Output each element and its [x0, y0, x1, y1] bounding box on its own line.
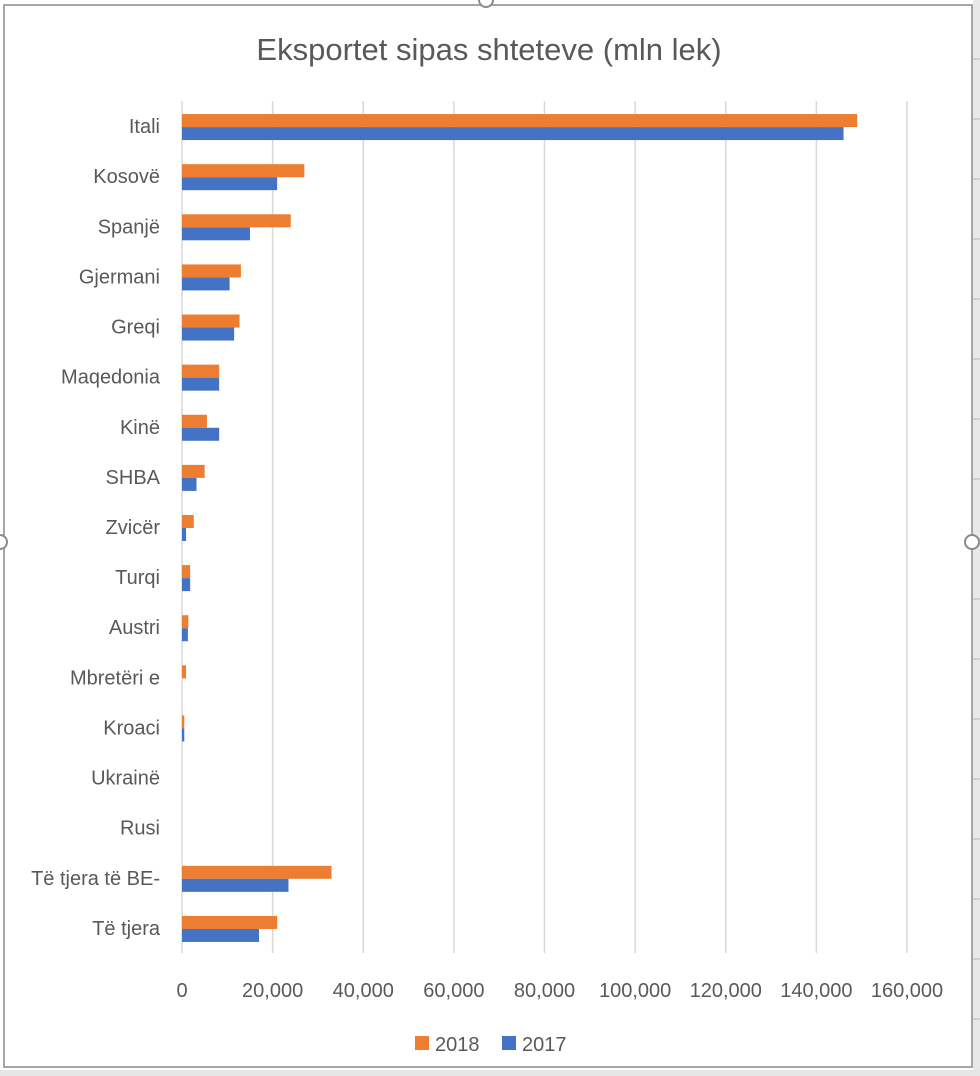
category-label: Kosovë [93, 166, 160, 188]
legend-swatch-2018 [415, 1036, 429, 1050]
bar-2017[interactable] [182, 878, 289, 892]
x-tick-label: 100,000 [599, 980, 671, 1002]
x-tick-label: 20,000 [242, 980, 303, 1002]
x-tick-label: 40,000 [333, 980, 394, 1002]
category-labels: Itali Kosovë Spanjë Gjermani Greqi Maqedonia K… [31, 116, 161, 940]
chart-area[interactable]: Eksportet sipas shteteve (mln lek) Itali… [3, 4, 973, 1068]
category-label: Rusi [120, 818, 160, 840]
bar-2017[interactable] [182, 227, 250, 241]
bar-2018[interactable] [182, 615, 189, 629]
bar-2017[interactable] [182, 528, 187, 541]
bar-2018[interactable] [182, 515, 194, 528]
worksheet-bottom-edge [0, 1070, 980, 1076]
category-label: Gjermani [79, 266, 160, 288]
x-tick-label: 80,000 [514, 980, 575, 1002]
bar-2018[interactable] [182, 114, 858, 128]
gridlines [181, 101, 908, 953]
x-tick-labels: 0 20,000 40,000 60,000 80,000 100,000 120,000 1… [176, 980, 943, 1002]
bar-2018[interactable] [182, 715, 185, 729]
legend-swatch-2017 [502, 1036, 516, 1050]
bar-2018[interactable] [182, 865, 332, 879]
bar-2018[interactable] [182, 364, 220, 378]
category-label: Zvicër [106, 517, 161, 539]
category-label: Maqedonia [61, 367, 161, 389]
x-tick-label: 60,000 [423, 980, 484, 1002]
bar-2017[interactable] [182, 177, 278, 191]
bar-2017[interactable] [182, 728, 185, 742]
bar-2018[interactable] [182, 665, 187, 679]
category-label: Itali [129, 116, 160, 138]
bar-2018[interactable] [182, 264, 241, 278]
bar-2018[interactable] [182, 565, 191, 579]
category-label: Ukrainë [91, 768, 160, 790]
bar-2018[interactable] [182, 915, 278, 929]
bar-2017[interactable] [182, 377, 220, 391]
category-label: Kroaci [103, 717, 160, 739]
bar-2017[interactable] [182, 628, 188, 642]
x-tick-label: 160,000 [871, 980, 943, 1002]
x-tick-label: 140,000 [780, 980, 852, 1002]
x-tick-label: 0 [176, 980, 187, 1002]
bar-2018[interactable] [182, 314, 240, 328]
bar-2017[interactable] [182, 427, 220, 441]
bar-2018[interactable] [182, 464, 205, 478]
category-label: Spanjë [98, 216, 160, 238]
category-label: Të tjera [92, 918, 161, 940]
bar-2018[interactable] [182, 214, 291, 228]
bar-2017[interactable] [182, 127, 844, 141]
category-label: Greqi [111, 317, 160, 339]
bar-2018[interactable] [182, 164, 305, 178]
bars [182, 114, 858, 942]
x-tick-label: 120,000 [690, 980, 762, 1002]
category-label: Mbretëri e [70, 667, 160, 689]
legend-label-2017: 2017 [522, 1034, 567, 1056]
category-label: Kinë [120, 417, 160, 439]
bar-2017[interactable] [182, 277, 230, 291]
chart-svg: Eksportet sipas shteteve (mln lek) Itali… [31, 32, 943, 1056]
category-label: Turqi [115, 567, 160, 589]
legend-label-2018: 2018 [435, 1034, 480, 1056]
bar-2018[interactable] [182, 414, 207, 428]
bar-2017[interactable] [182, 578, 191, 592]
bar-2017[interactable] [182, 477, 197, 491]
category-label: Të tjera të BE- [31, 868, 160, 890]
legend[interactable]: 2018 2017 [415, 1034, 567, 1056]
bar-2017[interactable] [182, 928, 260, 942]
category-label: SHBA [106, 467, 161, 489]
chart-title: Eksportet sipas shteteve (mln lek) [256, 32, 721, 67]
category-label: Austri [109, 617, 160, 639]
bar-2017[interactable] [182, 327, 235, 341]
resize-handle-right[interactable] [964, 534, 980, 550]
